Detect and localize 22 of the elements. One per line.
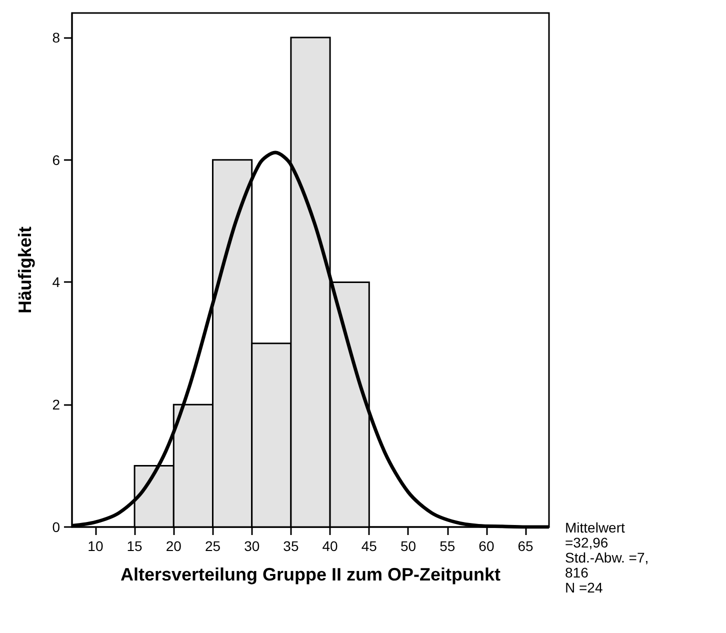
x-tick-label: 55 (440, 538, 456, 554)
y-tick-label: 6 (52, 152, 60, 168)
x-tick-label: 45 (361, 538, 378, 554)
x-tick-label: 10 (88, 538, 104, 554)
y-tick-label: 0 (52, 519, 60, 535)
text: N =24 (565, 580, 603, 596)
x-tick-label: 35 (283, 538, 299, 554)
x-tick-label: 15 (126, 538, 143, 554)
x-tick-label: 50 (400, 538, 416, 554)
x-tick-label: 30 (244, 538, 260, 554)
x-tick-label: 65 (518, 538, 534, 554)
y-tick-label: 2 (52, 396, 60, 413)
text: Std.-Abw. =7,816 (565, 550, 649, 580)
x-tick-label: 20 (166, 538, 182, 554)
text: Mittelwert =32,96 (565, 520, 629, 550)
x-tick-label: 60 (478, 538, 494, 554)
x-tick-label: 40 (322, 538, 338, 554)
x-axis-title: Altersverteilung Gruppe II zum OP-Zeitpunkt (120, 564, 501, 584)
y-tick-label: 4 (52, 274, 60, 290)
y-axis-title: Häufigkeit (15, 226, 35, 314)
x-tick-label: 25 (204, 538, 221, 554)
y-tick-label: 8 (52, 29, 60, 46)
